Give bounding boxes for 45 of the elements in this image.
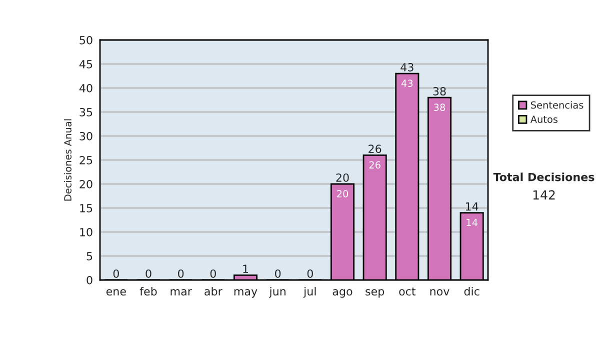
total-label: 38	[433, 87, 446, 96]
x-tick-label: jul	[303, 286, 316, 298]
x-tick-label: abr	[204, 286, 222, 296]
total-label: 0	[210, 269, 216, 278]
y-tick-label: 10	[80, 228, 92, 236]
y-tick-label: 30	[80, 132, 92, 140]
x-tick-label: jun	[269, 286, 286, 298]
x-tick-label: ene	[106, 289, 126, 296]
total-label: 1	[243, 264, 248, 273]
y-tick-label: 15	[80, 204, 92, 212]
total-label: 26	[368, 144, 382, 154]
x-tick-label: sep	[366, 289, 384, 298]
total-label: 0	[146, 269, 152, 278]
total-label: 43	[400, 63, 414, 72]
x-tick-label: mar	[170, 289, 192, 296]
text: Total Decisiones	[493, 172, 594, 182]
y-tick-label: 40	[79, 84, 92, 92]
x-tick-label: feb	[140, 286, 157, 296]
y-tick-label: 35	[80, 108, 92, 116]
text: 142	[533, 190, 555, 200]
data-label: 20	[337, 190, 348, 198]
data-label: 26	[369, 161, 380, 169]
x-tick-label: may	[234, 289, 258, 298]
data-label: 38	[434, 104, 446, 111]
data-label: 43	[401, 80, 413, 87]
y-axis-title: Decisiones Anual	[64, 119, 72, 201]
y-tick-label: 45	[79, 60, 92, 68]
total-label: 14	[466, 202, 478, 210]
total-label: 0	[113, 269, 119, 278]
y-tick-label: 0	[86, 276, 92, 284]
total-label: 0	[275, 269, 281, 278]
total-label: 0	[178, 269, 184, 278]
total-label: 20	[336, 173, 349, 182]
data-label: 14	[466, 218, 478, 226]
legend-label: Autos	[530, 116, 558, 123]
legend-label: Sentencias	[531, 101, 584, 109]
y-tick-label: 5	[86, 252, 92, 260]
x-tick-label: ago	[332, 289, 352, 298]
total-label: 0	[307, 269, 313, 278]
y-tick-label: 25	[80, 156, 92, 164]
y-tick-label: 20	[80, 180, 92, 188]
x-tick-label: dic	[464, 286, 480, 296]
x-tick-label: oct	[399, 288, 416, 296]
x-tick-label: nov	[430, 289, 450, 296]
y-tick-label: 50	[80, 36, 92, 44]
